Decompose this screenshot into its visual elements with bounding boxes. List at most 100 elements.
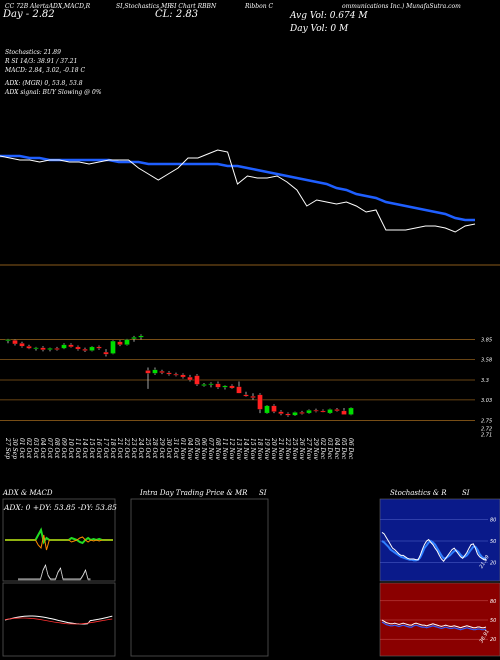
- stoch-panel-title-suffix: SI: [462, 489, 470, 497]
- y-tick-label: 3.85: [481, 338, 492, 344]
- header-line1-right: Ribbon C: [245, 3, 274, 10]
- candle-body: [257, 394, 263, 410]
- candle-body: [278, 411, 284, 414]
- rsi-signal-line: [381, 621, 487, 631]
- y-tick-label: 3.03: [481, 398, 492, 404]
- adx-signal-line: [18, 563, 91, 580]
- candle-body: [19, 343, 25, 347]
- candle-body: [75, 346, 81, 350]
- candle-body: [152, 369, 158, 374]
- candle-body: [243, 394, 249, 397]
- candle-body: [341, 410, 347, 415]
- macd-line: [4, 615, 113, 625]
- candle-body: [299, 412, 305, 414]
- avg-vol: Avg Vol: 0.674 M: [290, 11, 368, 21]
- y-tick-label: 2.71: [481, 432, 492, 438]
- candle-body: [327, 409, 333, 414]
- intraday-panel-title-suffix: SI: [259, 489, 267, 497]
- candle-body: [131, 337, 137, 339]
- header-line1-mid2: SI Chart RBBN: [170, 3, 217, 10]
- header-line1-left: CC 72B AlertaADX,MACD,R: [5, 3, 91, 10]
- candle-body: [180, 374, 186, 378]
- stoch-d-line: [381, 539, 487, 562]
- candle-body: [82, 348, 88, 351]
- candle-body: [187, 376, 193, 381]
- candle-body: [138, 335, 144, 338]
- adx-signal-line-2: [18, 565, 91, 581]
- candle-body: [61, 344, 67, 349]
- header-line1-far-right: ommunications Inc.) MunafaSutra.com: [342, 3, 461, 10]
- candle-body: [26, 346, 32, 349]
- cl-price: CL: 2.83: [155, 9, 199, 20]
- candle-body: [208, 383, 214, 386]
- candle-body: [313, 409, 319, 412]
- y-tick-label: 3.58: [481, 357, 492, 363]
- candle-body: [348, 407, 354, 415]
- candle-body: [159, 371, 165, 373]
- candle-body: [33, 347, 39, 349]
- day-vol: Day Vol: 0 M: [290, 24, 349, 34]
- stochastics-readout: Stochastics: 21.89: [5, 49, 61, 56]
- candle-body: [54, 348, 60, 350]
- candle-body: [117, 341, 123, 345]
- header-line1-mid: SI,Stochastics,MR: [116, 3, 172, 10]
- candle-body: [110, 340, 116, 354]
- candle-body: [215, 383, 221, 388]
- candle-body: [285, 413, 291, 416]
- candle-body: [12, 340, 18, 345]
- intraday-panel-box: [130, 498, 269, 657]
- candle-body: [124, 339, 130, 345]
- stoch-panel-box: [379, 498, 500, 582]
- y-tick-label: 3.3: [481, 378, 489, 384]
- macd-signal-line: [4, 617, 113, 625]
- moving-average-line: [0, 154, 475, 222]
- price-line: [0, 149, 476, 233]
- adx-signal-readout: ADX signal: BUY Slowing @ 0%: [5, 89, 102, 96]
- candle-body: [222, 385, 228, 388]
- candle-body: [292, 412, 298, 416]
- candle-body: [89, 346, 95, 351]
- macd-readout: MACD: 2.84, 3.02, -0.18 C: [5, 67, 86, 74]
- rsi-tick-label: 50: [490, 618, 496, 624]
- adx-panel-title: ADX & MACD: [3, 489, 53, 497]
- adx-values-label: ADX: 0 +DY: 53.85 -DY: 53.85: [4, 503, 117, 512]
- candle-body: [236, 386, 242, 394]
- rsi-line: [381, 619, 487, 629]
- candle-body: [264, 405, 270, 414]
- adx-readout: ADX: (MGR) 0, 53.8, 53.8: [5, 80, 83, 87]
- y-tick-label: 2.72: [481, 426, 492, 432]
- rsi-panel-box: [379, 582, 500, 657]
- candle-body: [271, 405, 277, 412]
- candle-body: [173, 373, 179, 376]
- day-price: Day - 2.82: [3, 9, 55, 20]
- candle-body: [306, 409, 312, 414]
- candle-body: [229, 385, 235, 389]
- candle-body: [250, 396, 256, 398]
- candle-body: [166, 372, 172, 375]
- candle-body: [334, 409, 340, 412]
- intraday-panel-title: Intra Day Trading Price & MR: [140, 489, 248, 497]
- rsi-readout: R SI 14/3: 38.91 / 37.21: [5, 58, 78, 65]
- stoch-panel-title: Stochastics & R: [390, 489, 447, 497]
- candle-body: [145, 370, 151, 374]
- y-tick-label: 2.75: [481, 418, 492, 424]
- candle-body: [194, 375, 200, 385]
- candle-body: [96, 346, 102, 349]
- stoch-k-line: [381, 531, 486, 562]
- candle-body: [40, 347, 46, 351]
- candle-body: [5, 339, 11, 341]
- candle-body: [68, 344, 74, 348]
- candle-body: [103, 351, 109, 355]
- stoch-tick-label: 20: [490, 561, 496, 567]
- rsi-tick-label: 80: [490, 599, 496, 605]
- stoch-tick-label: 50: [490, 539, 496, 545]
- candle-body: [320, 410, 326, 413]
- adx-minus-line: [5, 534, 113, 551]
- rsi-tick-label: 20: [490, 637, 496, 643]
- candle-body: [201, 384, 207, 386]
- candle-body: [47, 348, 53, 350]
- stoch-tick-label: 80: [490, 517, 496, 523]
